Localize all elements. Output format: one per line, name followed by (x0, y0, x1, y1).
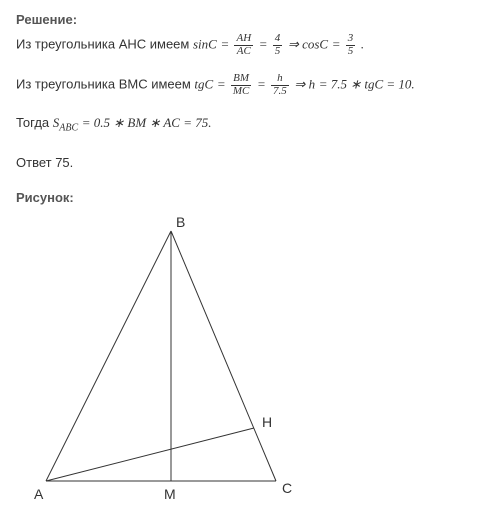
frac5-den: 7.5 (271, 86, 289, 98)
eq-5: = (257, 77, 269, 92)
frac-3-5: 3 5 (346, 33, 356, 57)
math-S-sub: ABC (59, 123, 78, 134)
math-h: h (309, 77, 316, 92)
frac3-num: 3 (346, 33, 356, 46)
svg-text:C: C (282, 480, 292, 496)
dot-1: . (361, 36, 364, 51)
math-cosC: cosC (302, 36, 328, 51)
frac-h-75: h 7.5 (271, 73, 289, 97)
svg-text:M: M (164, 486, 176, 502)
svg-text:H: H (262, 414, 272, 430)
line1-pretext: Из треугольника АНС имеем (16, 36, 193, 51)
eq-1: = (220, 36, 232, 51)
line3-pretext: Тогда (16, 115, 53, 130)
frac1-num: AH (234, 33, 253, 46)
frac2-den: 5 (273, 46, 283, 58)
answer-line: Ответ 75. (16, 153, 484, 174)
eq-2: = (259, 36, 271, 51)
frac-BM-MC: BM MC (231, 73, 252, 97)
svg-text:A: A (34, 486, 44, 502)
triangle-svg: A B C M H (16, 211, 326, 511)
line3-rest: = 0.5 ∗ BM ∗ AC = 75. (82, 115, 212, 130)
triangle-figure: A B C M H (16, 211, 484, 514)
solution-line-1: Из треугольника АНС имеем sinC = AH AC =… (16, 33, 484, 57)
svg-text:B: B (176, 214, 185, 230)
frac1-den: AC (234, 46, 253, 58)
frac4-den: MC (231, 86, 252, 98)
arrow-1: ⇒ (288, 36, 302, 51)
solution-line-2: Из треугольника ВМС имеем tgC = BM MC = … (16, 73, 484, 97)
eq-3: = (332, 36, 344, 51)
frac5-num: h (271, 73, 289, 86)
arrow-2: ⇒ (294, 77, 308, 92)
frac-4-5: 4 5 (273, 33, 283, 57)
frac2-num: 4 (273, 33, 283, 46)
line2-rest: = 7.5 ∗ tgC = 10. (319, 77, 415, 92)
heading-solution: Решение: (16, 12, 484, 27)
frac-AH-AC: AH AC (234, 33, 253, 57)
frac4-num: BM (231, 73, 252, 86)
math-tgC: tgC (194, 77, 213, 92)
heading-figure: Рисунок: (16, 190, 484, 205)
eq-4: = (217, 77, 229, 92)
solution-line-3: Тогда SABC = 0.5 ∗ BM ∗ AC = 75. (16, 113, 484, 137)
line2-pretext: Из треугольника ВМС имеем (16, 77, 194, 92)
math-sinC: sinC (193, 36, 217, 51)
frac3-den: 5 (346, 46, 356, 58)
